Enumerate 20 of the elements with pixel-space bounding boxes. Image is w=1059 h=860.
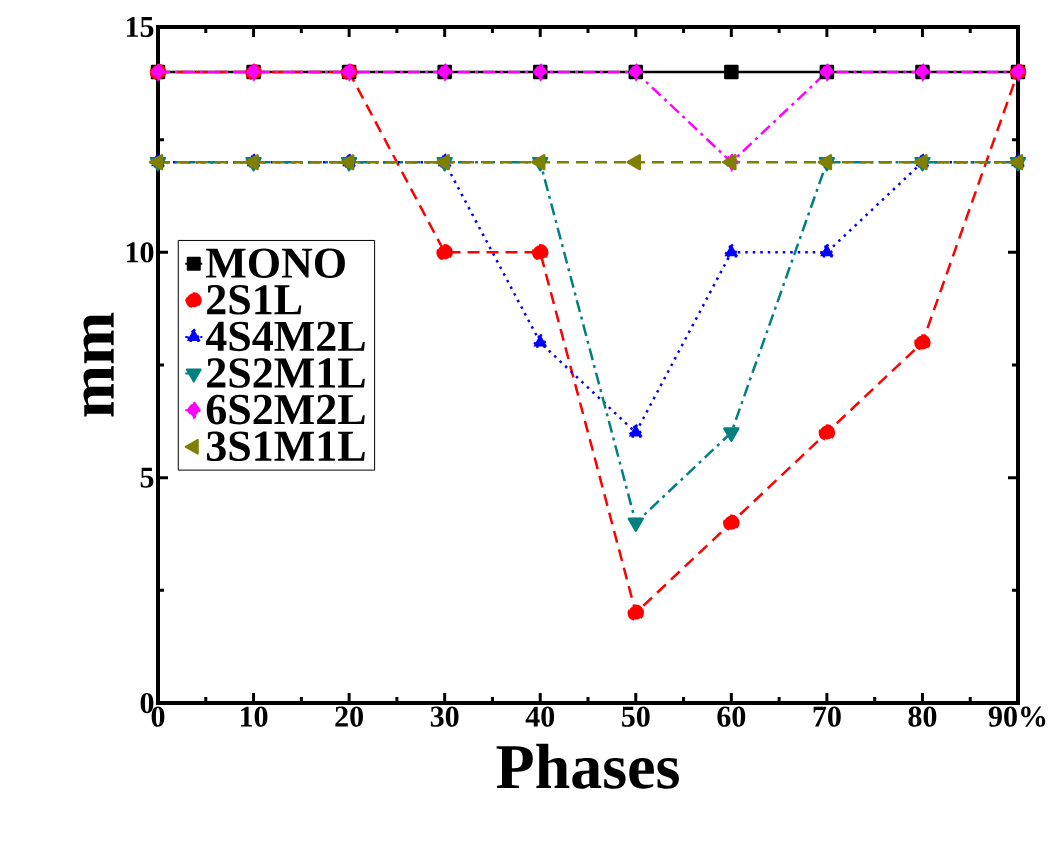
x-tick-label: 90%	[988, 706, 1046, 727]
legend-label: 6S2M2L	[206, 394, 365, 425]
x-tick-label: 30	[430, 706, 459, 727]
legend-label: 2S1L	[207, 285, 302, 315]
legend-label: 3S1M1L	[206, 431, 365, 462]
x-tick-label: 50	[621, 706, 650, 727]
x-tick-label: 70	[813, 706, 841, 727]
legend-label: 4S4M2L	[205, 321, 365, 352]
x-tick-label: 40	[525, 706, 555, 727]
y-tick-label: 15	[126, 16, 154, 38]
y-axis-title: mm	[83, 312, 114, 417]
legend-label: 2S2M1L	[207, 358, 365, 388]
y-tick-label: 10	[126, 242, 154, 263]
y-tick-label: 5	[140, 467, 154, 488]
x-tick-label: 10	[240, 706, 268, 727]
x-tick-label: 60	[717, 706, 746, 727]
x-axis-title: Phases	[496, 743, 679, 789]
x-tick-label: 20	[335, 706, 363, 727]
x-tick-label: 80	[908, 706, 937, 727]
legend-label: MONO	[206, 248, 345, 278]
